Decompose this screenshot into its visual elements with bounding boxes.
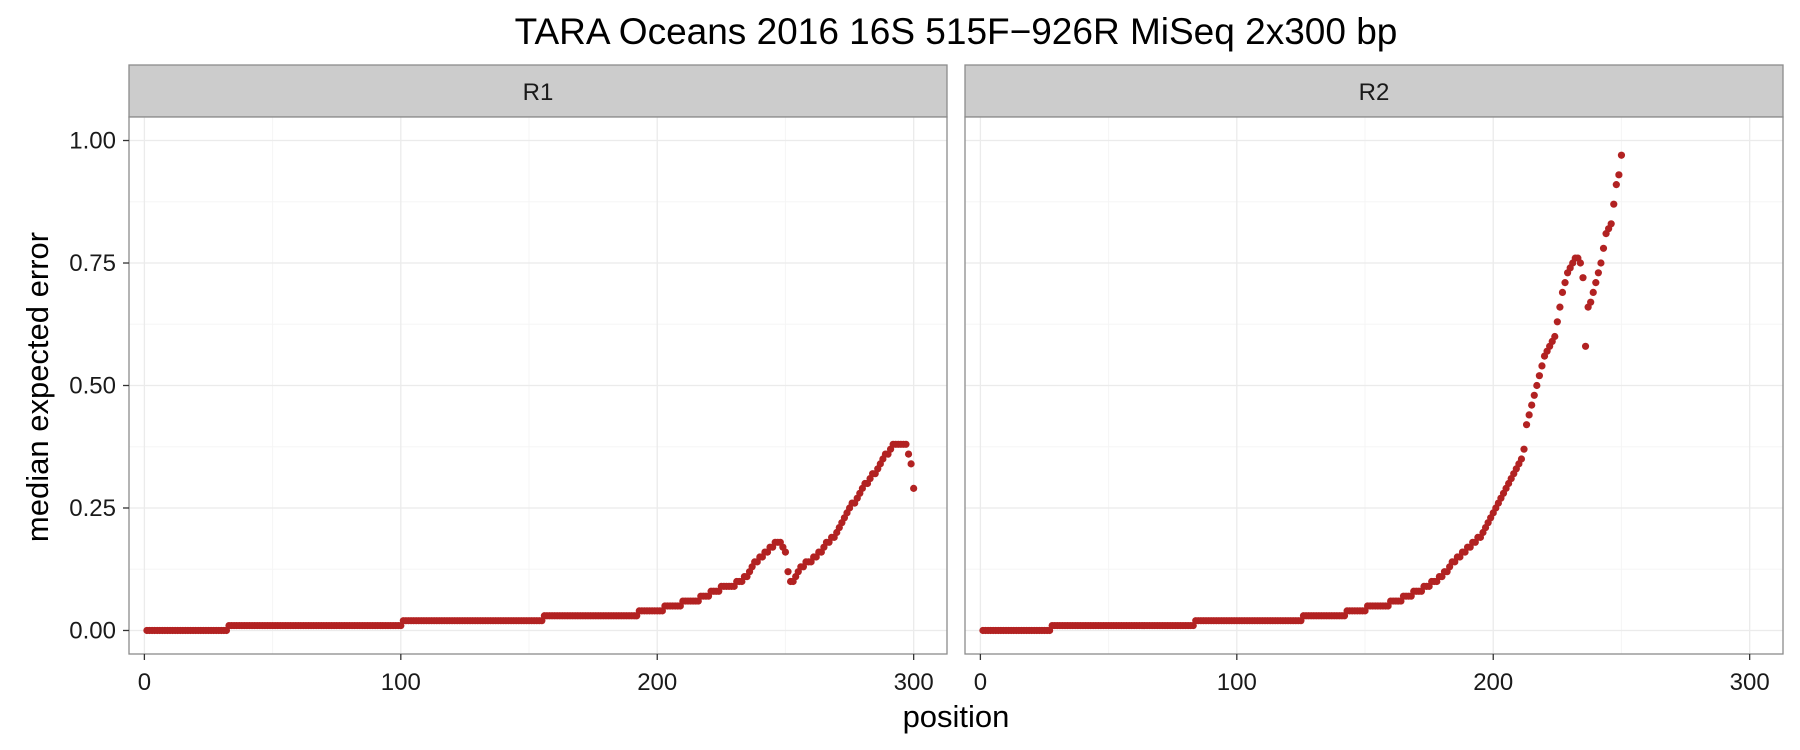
x-tick-label: 100 <box>381 669 421 696</box>
x-tick-label: 0 <box>974 669 987 696</box>
data-point <box>784 568 792 576</box>
data-point <box>1610 200 1618 208</box>
x-tick-label: 0 <box>138 669 151 696</box>
x-tick-label: 300 <box>894 669 934 696</box>
data-point <box>1617 151 1626 159</box>
strip-label-r2: R2 <box>1359 79 1390 106</box>
data-point <box>1533 381 1541 390</box>
data-point <box>1576 259 1585 267</box>
data-point <box>1589 288 1597 297</box>
data-point <box>1558 288 1567 297</box>
data-point <box>1587 298 1595 306</box>
data-point <box>1607 220 1615 228</box>
x-tick-label: 200 <box>637 669 677 696</box>
data-point <box>907 460 915 468</box>
data-point <box>1561 279 1569 287</box>
data-point <box>1551 332 1559 341</box>
panel-r1: R1 0 100 200 300 0.00 0.25 0.50 0.75 1.00 <box>69 64 948 696</box>
y-tick-label: 0.75 <box>69 250 116 277</box>
x-tick-label: 200 <box>1473 669 1513 696</box>
data-point <box>1599 244 1608 252</box>
data-point <box>1594 269 1602 277</box>
points-r2 <box>979 151 1626 635</box>
panels: R1 0 100 200 300 0.00 0.25 0.50 0.75 1.00 R2 0 100 20… <box>69 64 1784 696</box>
data-point <box>904 450 913 458</box>
data-point <box>1579 274 1587 282</box>
data-point <box>1517 455 1526 463</box>
strip-r1 <box>128 64 948 118</box>
data-point <box>1556 303 1564 311</box>
x-axis-title: position <box>903 699 1010 734</box>
y-axis-title: median expected error <box>20 232 55 542</box>
strip-label-r1: R1 <box>523 79 554 106</box>
x-tick-label: 300 <box>1730 669 1770 696</box>
data-point <box>1525 411 1533 419</box>
data-point <box>1520 445 1528 453</box>
strip-r2 <box>964 64 1784 118</box>
points-r1 <box>143 440 918 635</box>
data-point <box>1597 259 1605 267</box>
data-point <box>1612 181 1620 189</box>
data-point <box>1553 318 1561 326</box>
x-tick-label: 100 <box>1217 669 1257 696</box>
data-point <box>1592 279 1600 287</box>
data-point <box>1528 401 1536 409</box>
y-tick-label: 0.00 <box>69 617 116 644</box>
data-point <box>1530 391 1538 399</box>
data-point <box>1615 171 1623 179</box>
y-tick-label: 0.25 <box>69 495 116 522</box>
data-point <box>1581 342 1590 350</box>
data-point <box>1538 362 1546 370</box>
y-tick-label: 0.50 <box>69 373 116 400</box>
y-tick-label: 1.00 <box>69 128 116 155</box>
panel-r2: R2 0 100 200 300 <box>964 64 1784 696</box>
data-point <box>1535 372 1543 380</box>
data-point <box>781 548 790 556</box>
panel-border-r2 <box>964 116 1784 655</box>
data-point <box>1522 421 1531 429</box>
chart-title: TARA Oceans 2016 16S 515F−926R MiSeq 2x3… <box>515 11 1398 52</box>
data-point <box>910 484 918 492</box>
data-point <box>902 440 910 448</box>
